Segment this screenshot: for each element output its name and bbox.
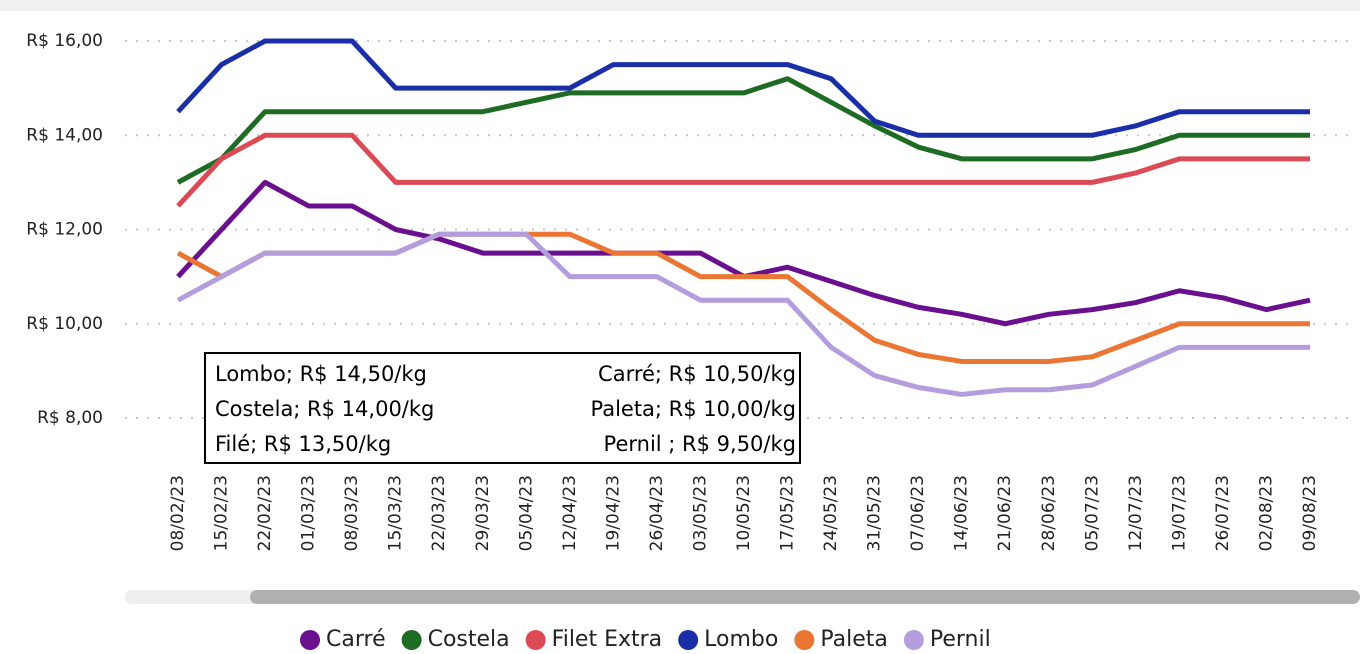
x-tick-label: 12/07/23 (1126, 475, 1146, 551)
annotation: Paleta; R$ 10,00/kg (590, 397, 796, 421)
x-tick-label: 05/04/23 (516, 475, 536, 551)
legend-label: Pernil (930, 627, 991, 652)
legend-label: Costela (428, 627, 510, 652)
x-tick-label: 22/02/23 (255, 475, 275, 551)
x-tick-label: 03/05/23 (690, 475, 710, 551)
x-tick-label: 05/07/23 (1082, 475, 1102, 551)
annotation: Pernil ; R$ 9,50/kg (604, 432, 796, 456)
x-tick-label: 08/03/23 (342, 475, 362, 551)
legend-label: Lombo (704, 627, 778, 652)
y-tick-label: R$ 16,00 (26, 31, 103, 51)
y-tick-label: R$ 14,00 (26, 125, 103, 145)
x-tick-label: 19/07/23 (1169, 475, 1189, 551)
x-tick-label: 10/05/23 (734, 475, 754, 551)
y-tick-label: R$ 8,00 (37, 408, 103, 428)
x-tick-label: 15/02/23 (212, 475, 232, 551)
y-tick-label: R$ 12,00 (26, 220, 103, 240)
x-tick-label: 28/06/23 (1039, 475, 1059, 551)
x-tick-label: 19/04/23 (603, 475, 623, 551)
annotation: Carré; R$ 10,50/kg (598, 362, 796, 386)
x-tick-label: 07/06/23 (908, 475, 928, 551)
series-line (176, 76, 1310, 185)
x-tick-label: 29/03/23 (473, 475, 493, 551)
annotation: Lombo; R$ 14,50/kg (215, 362, 427, 386)
x-tick-label: 08/02/23 (168, 475, 188, 551)
legend-marker (525, 630, 546, 650)
x-tick-label: 17/05/23 (778, 475, 798, 551)
annotation-box (204, 352, 801, 464)
legend-marker (794, 630, 815, 650)
x-tick-label: 26/04/23 (647, 475, 667, 551)
annotation: Costela; R$ 14,00/kg (215, 397, 434, 421)
x-tick-label: 01/03/23 (299, 475, 319, 551)
top-band (0, 0, 1360, 11)
series-line (176, 38, 1310, 138)
legend-marker (678, 630, 699, 650)
annotation: Filé; R$ 13,50/kg (215, 432, 391, 456)
legend-label: Paleta (820, 627, 888, 652)
x-tick-label: 14/06/23 (952, 475, 972, 551)
x-tick-label: 24/05/23 (821, 475, 841, 551)
legend-marker (401, 630, 422, 650)
series-line (176, 231, 1310, 397)
legend-label: Carré (326, 627, 386, 652)
x-tick-label: 26/07/23 (1213, 475, 1233, 551)
x-tick-label: 31/05/23 (865, 475, 885, 551)
series-line (176, 132, 1310, 208)
x-tick-label: 09/08/23 (1300, 475, 1320, 551)
legend: Carré Costela Filet Extra Lombo Paleta Pernil (300, 627, 991, 652)
x-tick-label: 02/08/23 (1256, 475, 1276, 551)
x-tick-label: 15/03/23 (386, 475, 406, 551)
scrollbar-thumb[interactable] (250, 590, 1360, 604)
legend-label: Filet Extra (552, 627, 663, 652)
x-tick-label: 12/04/23 (560, 475, 580, 551)
legend-marker (903, 630, 924, 650)
x-tick-label: 22/03/23 (429, 475, 449, 551)
legend-marker (300, 630, 320, 650)
y-tick-label: R$ 10,00 (26, 314, 103, 334)
x-tick-label: 21/06/23 (995, 475, 1015, 551)
